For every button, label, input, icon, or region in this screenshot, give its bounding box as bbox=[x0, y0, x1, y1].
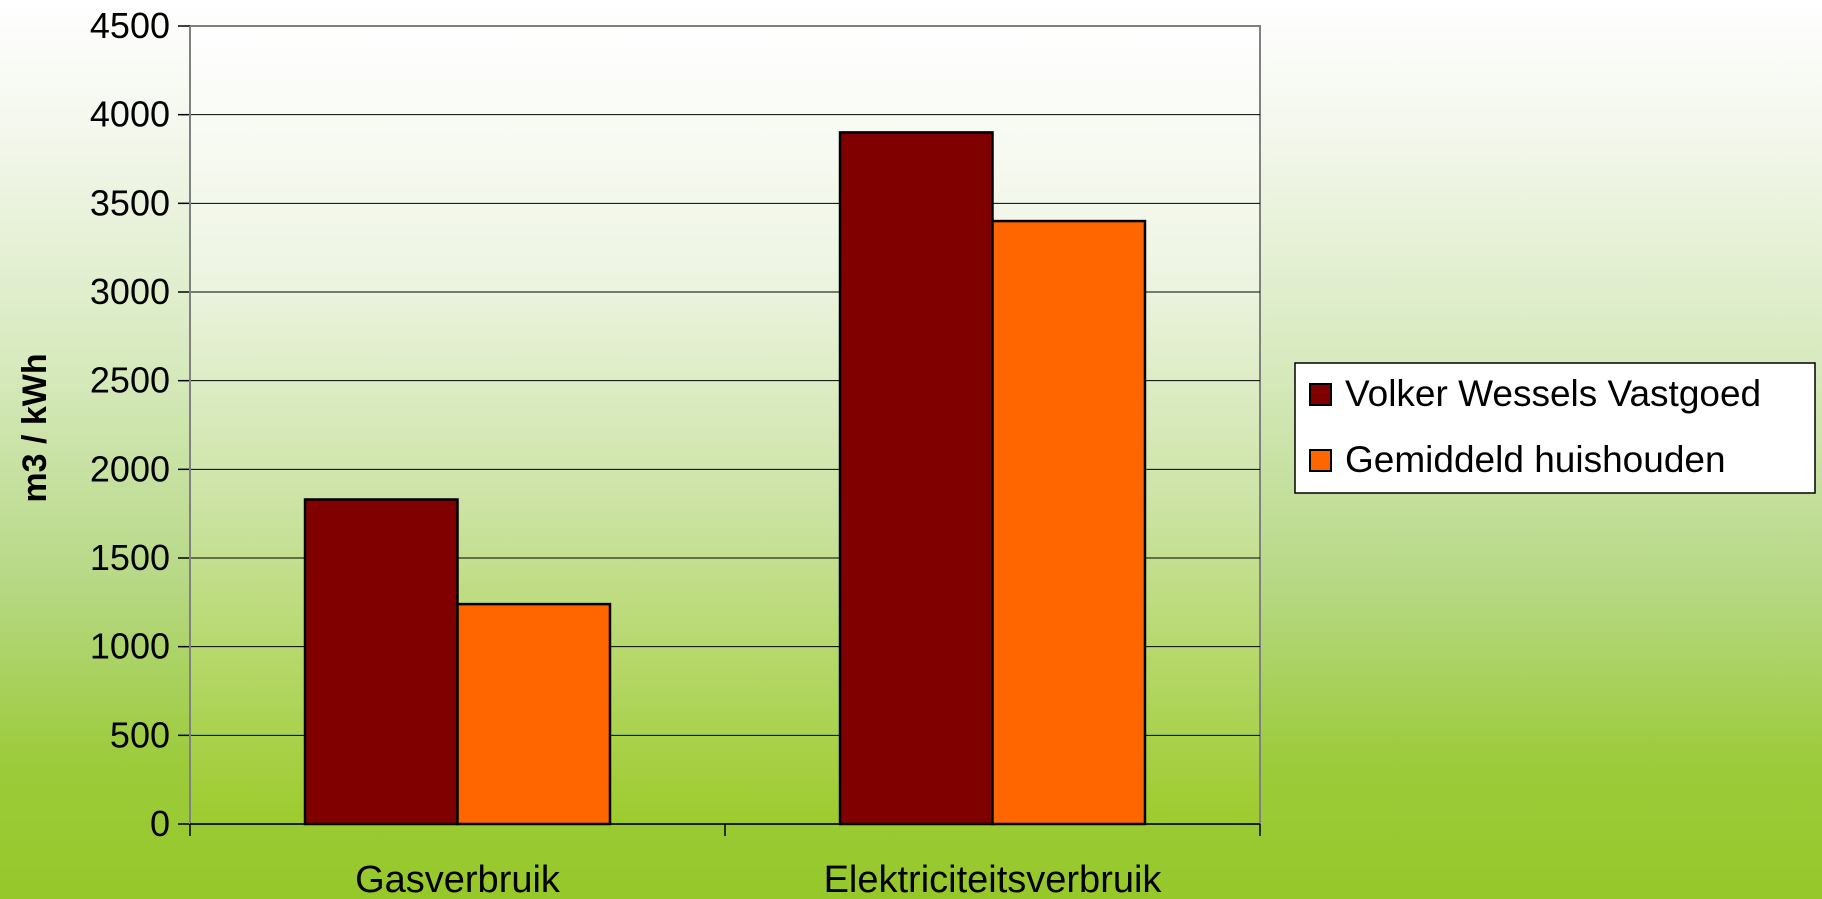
y-tick-label: 500 bbox=[110, 714, 170, 755]
legend-label: Gemiddeld huishouden bbox=[1345, 439, 1726, 480]
legend: Volker Wessels Vastgoed Gemiddeld huishou… bbox=[1294, 362, 1816, 494]
y-tick-label: 0 bbox=[150, 803, 170, 844]
bar-volker-wessels-0 bbox=[303, 498, 459, 826]
y-tick-label: 1000 bbox=[90, 626, 170, 667]
x-tick-label: Gasverbruik bbox=[355, 859, 561, 899]
y-tick-label: 4500 bbox=[90, 5, 170, 46]
bar-volker-wessels-1 bbox=[838, 131, 994, 826]
y-tick-label: 2500 bbox=[90, 360, 170, 401]
legend-label: Volker Wessels Vastgoed bbox=[1345, 373, 1761, 414]
legend-swatch bbox=[1309, 449, 1332, 472]
axes bbox=[178, 25, 1261, 836]
x-tick-labels: Gasverbruik Elektriciteitsverbruik bbox=[355, 859, 1162, 899]
legend-box bbox=[1294, 362, 1816, 494]
bars bbox=[303, 131, 1147, 826]
y-tick-label: 1500 bbox=[90, 537, 170, 578]
y-tick-label: 3500 bbox=[90, 182, 170, 223]
y-tick-label: 2000 bbox=[90, 448, 170, 489]
y-tick-label: 3000 bbox=[90, 271, 170, 312]
legend-swatch bbox=[1309, 383, 1332, 406]
y-tick-labels: 0 500 1000 1500 2000 2500 3000 3500 4000 4500 bbox=[90, 5, 170, 844]
bar-gemiddeld-1 bbox=[991, 219, 1147, 826]
x-tick-label: Elektriciteitsverbruik bbox=[824, 859, 1163, 899]
bar-gemiddeld-0 bbox=[456, 602, 612, 826]
y-axis-label: m3 / kWh bbox=[16, 353, 54, 502]
y-tick-label: 4000 bbox=[90, 94, 170, 135]
